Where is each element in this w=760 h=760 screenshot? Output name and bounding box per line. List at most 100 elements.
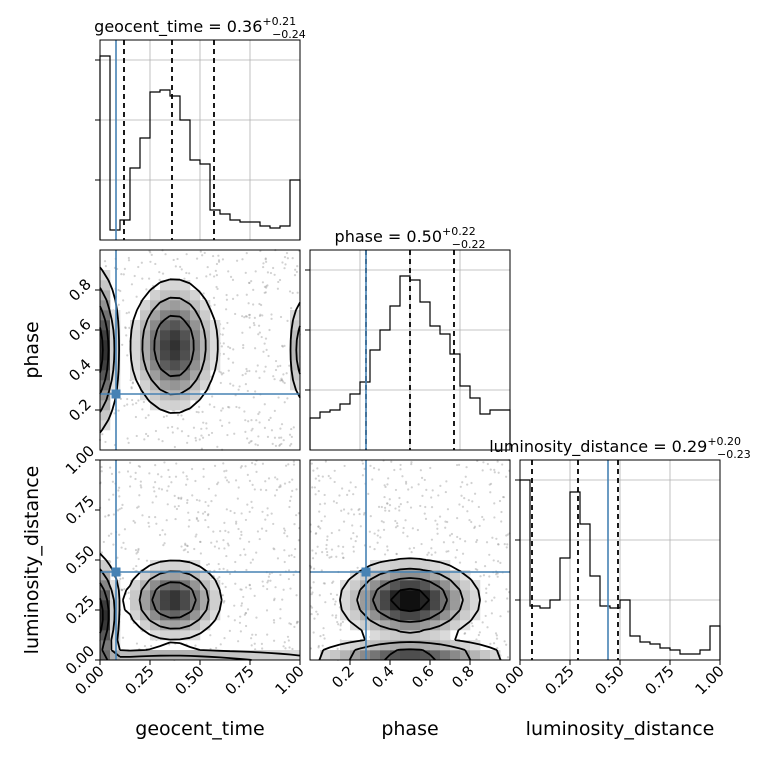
- sample-point: [442, 541, 446, 544]
- sample-point: [110, 472, 114, 475]
- sample-point: [313, 486, 317, 489]
- sample-point: [282, 439, 285, 442]
- density-cell: [100, 340, 111, 351]
- sample-point: [101, 433, 104, 436]
- sample-point: [227, 615, 230, 618]
- density-cell: [150, 300, 161, 311]
- sample-point: [224, 529, 227, 532]
- sample-point: [272, 266, 275, 270]
- density-cell: [130, 360, 141, 371]
- sample-point: [505, 588, 508, 591]
- sample-point: [266, 581, 269, 584]
- sample-point: [148, 277, 151, 280]
- density-cell: [200, 320, 211, 331]
- sample-point: [291, 256, 294, 260]
- sample-point: [252, 396, 255, 399]
- geocent-time-x-ticks: 0.00 0.25 0.50 0.75 1.00: [71, 660, 308, 698]
- density-cell: [100, 640, 111, 651]
- sample-point: [231, 278, 235, 281]
- sample-point: [166, 426, 170, 429]
- sample-point: [100, 465, 103, 469]
- density-cell: [140, 370, 151, 381]
- sample-point: [185, 253, 188, 256]
- sample-point: [479, 575, 482, 578]
- sample-point: [291, 291, 294, 295]
- sample-point: [200, 427, 203, 430]
- sample-point: [253, 642, 256, 645]
- sample-point: [239, 630, 242, 633]
- sample-point: [245, 293, 248, 296]
- sample-point: [288, 290, 292, 293]
- sample-point: [282, 373, 285, 376]
- sample-point: [206, 514, 210, 517]
- sample-point: [278, 485, 281, 489]
- y-tick-label: 0.8: [65, 275, 95, 305]
- sample-point: [279, 608, 282, 611]
- sample-point: [455, 463, 459, 467]
- sample-point: [283, 532, 286, 535]
- sample-point: [272, 547, 275, 550]
- sample-point: [340, 509, 343, 512]
- sample-point: [311, 591, 314, 594]
- sample-point: [466, 510, 469, 513]
- density-cell: [130, 580, 141, 591]
- density-cell: [350, 580, 361, 591]
- geocent-time-distance-density: [98, 459, 301, 662]
- sample-point: [339, 628, 342, 631]
- sample-point: [222, 601, 225, 604]
- sample-point: [216, 483, 219, 486]
- sample-point: [384, 485, 387, 489]
- sample-point: [438, 515, 442, 518]
- sample-point: [458, 503, 461, 506]
- density-cell: [410, 570, 421, 581]
- sample-point: [436, 523, 439, 526]
- sample-point: [191, 494, 194, 497]
- density-cell: [370, 580, 381, 591]
- sample-point: [335, 555, 338, 558]
- sample-point: [130, 283, 134, 286]
- sample-point: [184, 543, 187, 547]
- sample-point: [434, 519, 437, 522]
- sample-point: [279, 364, 282, 367]
- sample-point: [436, 532, 439, 535]
- sample-point: [217, 260, 221, 263]
- sample-point: [156, 473, 160, 476]
- sample-point: [216, 577, 219, 580]
- sample-point: [315, 532, 318, 535]
- sample-point: [123, 528, 127, 531]
- sample-point: [242, 595, 245, 599]
- density-cell: [430, 600, 441, 611]
- density-cell: [360, 600, 371, 611]
- sample-point: [225, 479, 229, 482]
- sample-point: [352, 550, 355, 553]
- sample-point: [257, 333, 260, 336]
- sample-point: [369, 464, 372, 467]
- sample-point: [452, 541, 455, 544]
- sample-point: [283, 529, 287, 532]
- sample-point: [267, 354, 270, 358]
- sample-point: [141, 514, 144, 517]
- sample-point: [120, 507, 123, 510]
- density-cell: [450, 640, 461, 651]
- density-cell: [440, 630, 451, 641]
- sample-point: [269, 579, 272, 582]
- density-cell: [130, 350, 141, 361]
- sample-point: [195, 533, 198, 536]
- density-cell: [100, 290, 111, 301]
- contour-line: [390, 587, 430, 613]
- sample-point: [288, 505, 291, 509]
- sample-point: [125, 334, 128, 337]
- density-cell: [190, 350, 201, 361]
- sample-point: [405, 482, 408, 485]
- sample-point: [354, 486, 357, 489]
- geocent-time-phase-frame: [99, 249, 301, 451]
- sample-point: [506, 597, 509, 600]
- sample-point: [499, 615, 502, 618]
- sample-point: [198, 405, 201, 409]
- sample-point: [315, 610, 318, 613]
- sample-point: [289, 499, 292, 502]
- density-cell: [140, 570, 151, 581]
- sample-point: [243, 613, 246, 616]
- density-cell: [190, 650, 201, 661]
- sample-point: [218, 576, 221, 579]
